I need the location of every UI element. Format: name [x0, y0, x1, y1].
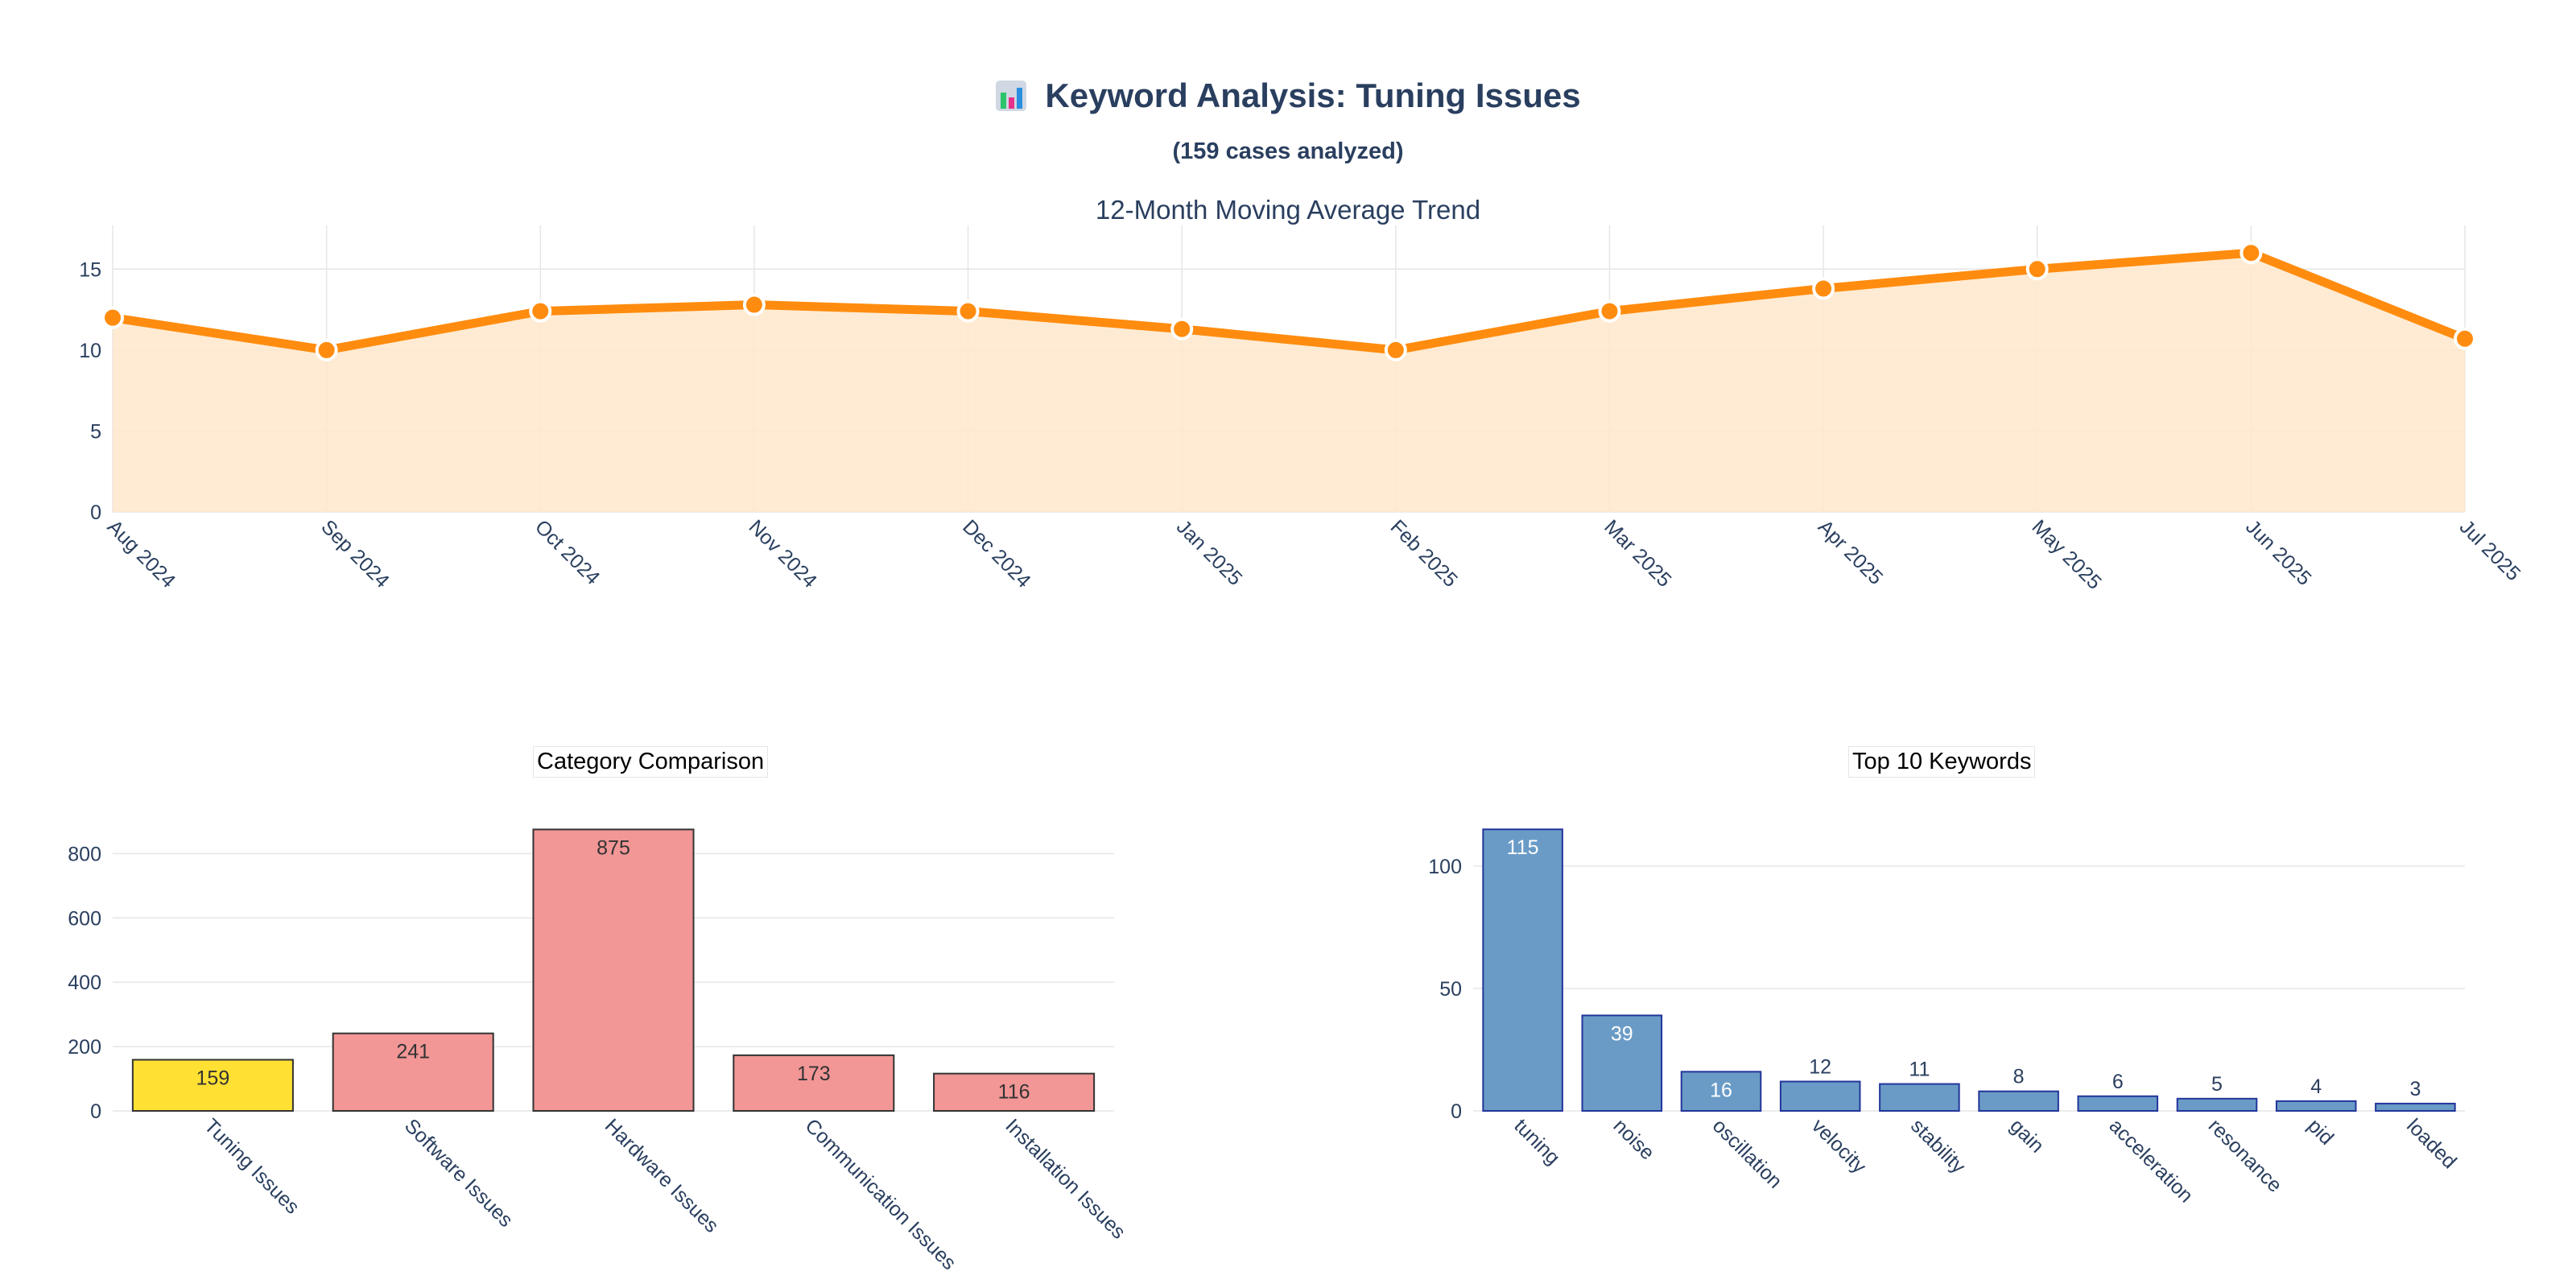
- trend-data-point: [101, 306, 124, 329]
- category-y-tick-label: 800: [68, 843, 101, 865]
- category-bar: [532, 828, 695, 1112]
- trend-x-tick-label: Sep 2024: [316, 515, 394, 592]
- keyword-bar-value-label: 6: [2112, 1071, 2124, 1093]
- keyword-bar-value-label: 16: [1710, 1079, 1732, 1101]
- trend-data-point: [956, 299, 980, 323]
- keyword-x-tick-label: gain: [2005, 1114, 2048, 1157]
- trend-x-tick-label: Feb 2025: [1386, 515, 1462, 591]
- trend-data-point: [1170, 317, 1194, 341]
- keyword-y-tick-label: 0: [1451, 1100, 1462, 1123]
- category-bar: [733, 1054, 895, 1112]
- trend-chart: 0 5 10 15 Aug 2024 Sep 2024 Oct 2024 Nov 2024 De…: [79, 225, 2524, 594]
- keyword-bar-value-label: 5: [2211, 1073, 2223, 1096]
- keyword-bar: [2176, 1097, 2258, 1112]
- trend-chart-title: 12-Month Moving Average Trend: [1095, 195, 1481, 225]
- keyword-bar-value-label: 8: [2013, 1066, 2025, 1088]
- category-bar: [131, 1059, 294, 1113]
- keyword-x-tick-label: pid: [2303, 1114, 2338, 1149]
- category-x-tick-label: Software Issues: [400, 1114, 518, 1232]
- keyword-bar: [2275, 1100, 2357, 1113]
- category-x-tick-label: Hardware Issues: [601, 1114, 723, 1236]
- trend-x-tick-label: Jun 2025: [2241, 515, 2316, 590]
- category-bar: [933, 1072, 1096, 1113]
- category-y-tick-label: 200: [68, 1036, 101, 1059]
- keyword-bar-value-label: 3: [2409, 1078, 2421, 1100]
- trend-data-point: [1812, 277, 1835, 300]
- keyword-bar-value-label: 11: [1909, 1059, 1930, 1081]
- page-subtitle: (159 cases analyzed): [1172, 138, 1404, 164]
- keyword-bar-value-label: 12: [1809, 1056, 1831, 1079]
- keyword-bar-value-label: 39: [1611, 1022, 1633, 1045]
- trend-data-point: [2240, 242, 2263, 265]
- category-bar-value-label: 116: [998, 1081, 1030, 1104]
- keyword-x-tick-label: resonance: [2204, 1114, 2286, 1196]
- keyword-bar: [1581, 1014, 1663, 1112]
- category-y-tick-label: 600: [68, 907, 101, 930]
- category-x-tick-label: Communication Issues: [801, 1114, 961, 1274]
- trend-data-point: [742, 293, 766, 316]
- category-bar-value-label: 241: [396, 1041, 430, 1063]
- category-x-tick-label: Installation Issues: [1001, 1114, 1129, 1243]
- keyword-x-tick-label: tuning: [1509, 1114, 1564, 1169]
- keyword-x-tick-label: oscillation: [1708, 1114, 1786, 1192]
- trend-data-point: [1598, 299, 1621, 323]
- category-chart-title: Category Comparison: [533, 746, 769, 778]
- category-bar-value-label: 173: [797, 1063, 831, 1085]
- keyword-chart-title: Top 10 Keywords: [1848, 746, 2036, 778]
- trend-y-tick-label: 15: [79, 258, 101, 281]
- trend-x-tick-label: Jan 2025: [1172, 515, 1247, 590]
- keyword-x-tick-label: noise: [1609, 1114, 1659, 1164]
- keyword-x-tick-label: velocity: [1807, 1114, 1871, 1178]
- keyword-bar: [2375, 1102, 2456, 1112]
- category-x-tick-label: Tuning Issues: [200, 1114, 303, 1218]
- trend-x-tick-label: Mar 2025: [1600, 515, 1675, 591]
- category-bar: [332, 1032, 494, 1113]
- trend-y-tick-label: 0: [90, 502, 101, 524]
- category-bar-value-label: 159: [196, 1067, 230, 1089]
- trend-data-point: [1384, 338, 1407, 361]
- trend-x-tick-label: Dec 2024: [958, 515, 1035, 592]
- trend-y-tick-label: 10: [79, 340, 101, 362]
- category-bar-value-label: 875: [597, 836, 630, 859]
- trend-series-line: [112, 248, 2467, 355]
- trend-x-tick-label: Apr 2025: [1814, 515, 1888, 589]
- trend-y-tick-label: 5: [90, 420, 101, 443]
- keyword-bar: [2077, 1095, 2159, 1113]
- keyword-bar: [1680, 1071, 1762, 1113]
- trend-area-fill: [113, 253, 2465, 512]
- trend-x-tick-label: Nov 2024: [745, 515, 822, 592]
- keyword-bar: [1779, 1080, 1861, 1113]
- trend-data-point: [315, 338, 338, 361]
- category-chart: 0 200 400 600 800 159 Tuning Issues 241 Software…: [68, 828, 1130, 1274]
- keyword-bar: [1482, 828, 1563, 1112]
- trend-data-point: [2025, 258, 2049, 281]
- keyword-x-tick-label: acceleration: [2105, 1114, 2198, 1207]
- keyword-bar-value-label: 115: [1507, 836, 1539, 859]
- keyword-y-tick-label: 50: [1439, 978, 1462, 1001]
- trend-x-tick-label: Jul 2025: [2455, 515, 2525, 585]
- category-y-tick-label: 400: [68, 972, 101, 994]
- keyword-y-tick-label: 100: [1428, 856, 1462, 878]
- trend-data-point: [529, 299, 552, 323]
- category-y-tick-label: 0: [90, 1100, 101, 1123]
- keyword-bar: [1978, 1090, 2059, 1113]
- trend-x-tick-label: Oct 2024: [530, 515, 605, 589]
- trend-data-point: [2454, 327, 2476, 350]
- page-title-text: Keyword Analysis: Tuning Issues: [1045, 76, 1581, 114]
- bar-chart-icon: [996, 80, 1027, 111]
- keyword-x-tick-label: loaded: [2402, 1114, 2461, 1173]
- page-title: Keyword Analysis: Tuning Issues: [0, 76, 2576, 115]
- keyword-chart: 050100115tuning39noise16oscillation12vel…: [1428, 828, 2465, 1208]
- keyword-bar-value-label: 4: [2310, 1075, 2322, 1098]
- trend-x-tick-label: May 2025: [2027, 515, 2105, 593]
- trend-x-tick-label: Aug 2024: [103, 515, 180, 592]
- keyword-bar: [1879, 1083, 1960, 1112]
- keyword-x-tick-label: stability: [1906, 1114, 1970, 1178]
